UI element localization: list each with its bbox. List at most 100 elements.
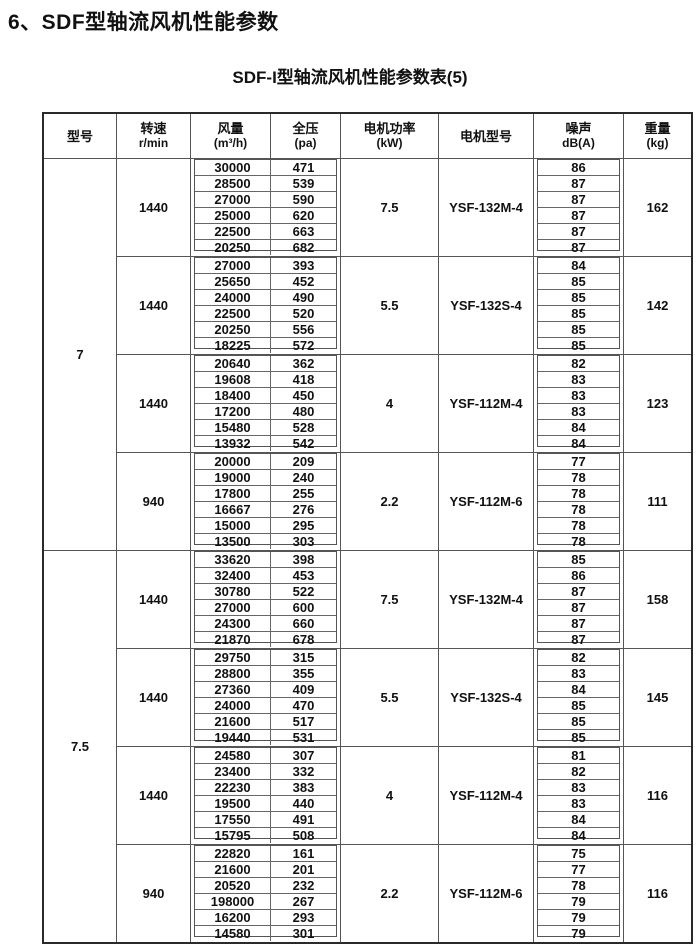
flow-cell: 25650 xyxy=(195,274,271,290)
motor-model-cell: YSF-112M-4 xyxy=(439,747,534,844)
rpm-cell: 1440 xyxy=(117,551,191,648)
noise-cell: 77 xyxy=(538,454,619,470)
noise-cell: 85 xyxy=(538,714,619,730)
noise-cell: 83 xyxy=(538,796,619,812)
block-row: 940 22820 161 21600 201 20520 232 198000 267 1620… xyxy=(117,845,691,942)
noise-cell: 84 xyxy=(538,682,619,698)
header-noise-unit: dB(A) xyxy=(562,136,595,150)
flow-cell: 17550 xyxy=(195,812,271,828)
flow-cell: 24300 xyxy=(195,616,271,632)
pressure-cell: 418 xyxy=(271,372,336,388)
noise-area: 82 83 84 85 85 85 xyxy=(534,649,624,746)
flow-cell: 21600 xyxy=(195,862,271,878)
power-cell: 5.5 xyxy=(341,649,439,746)
noise-cell: 85 xyxy=(538,552,619,568)
pressure-cell: 453 xyxy=(271,568,336,584)
motor-model-cell: YSF-132S-4 xyxy=(439,257,534,354)
model-group: 7 1440 30000 471 28500 539 27000 590 25000 620 225… xyxy=(44,159,691,551)
flow-pressure-subtable: 20000 209 19000 240 17800 255 16667 276 15000 295… xyxy=(194,453,337,549)
noise-cell: 86 xyxy=(538,160,619,176)
noise-cell: 82 xyxy=(538,650,619,666)
pressure-cell: 232 xyxy=(271,878,336,894)
noise-cell: 85 xyxy=(571,338,586,353)
flow-cell: 16200 xyxy=(195,910,271,926)
flow-cell: 13500 xyxy=(195,534,271,549)
header-pressure-unit: (pa) xyxy=(294,136,317,150)
weight-cell: 116 xyxy=(647,886,668,901)
flow-cell: 17200 xyxy=(195,404,271,420)
flow-cell: 27000 xyxy=(195,192,271,208)
noise-cell: 83 xyxy=(538,666,619,682)
noise-subtable: 85 86 87 87 87 87 xyxy=(537,551,620,647)
noise-subtable: 86 87 87 87 87 87 xyxy=(537,159,620,255)
noise-cell: 85 xyxy=(571,730,586,745)
flow-cell: 22820 xyxy=(195,846,271,862)
flow-cell: 18225 xyxy=(195,338,271,353)
noise-subtable: 77 78 78 78 78 78 xyxy=(537,453,620,549)
noise-cell: 84 xyxy=(538,812,619,828)
rpm-cell: 1440 xyxy=(117,355,191,452)
flow-cell: 27000 xyxy=(195,600,271,616)
header-power: 电机功率 (kW) xyxy=(341,114,439,158)
noise-cell: 78 xyxy=(538,486,619,502)
flow-cell: 24000 xyxy=(195,290,271,306)
flow-cell: 21870 xyxy=(195,632,271,647)
noise-cell: 86 xyxy=(538,568,619,584)
power-cell: 7.5 xyxy=(341,551,439,648)
noise-cell: 87 xyxy=(538,176,619,192)
table-body: 7 1440 30000 471 28500 539 27000 590 25000 620 225… xyxy=(44,159,691,942)
noise-cell: 82 xyxy=(538,356,619,372)
noise-cell: 78 xyxy=(538,878,619,894)
noise-cell: 83 xyxy=(538,780,619,796)
pressure-cell: 517 xyxy=(271,714,336,730)
flow-cell: 32400 xyxy=(195,568,271,584)
weight-cell: 123 xyxy=(646,396,669,411)
header-pressure: 全压 (pa) xyxy=(271,114,341,158)
pressure-cell: 556 xyxy=(271,322,336,338)
flow-cell: 13932 xyxy=(195,436,271,451)
pressure-cell: 295 xyxy=(271,518,336,534)
noise-cell: 87 xyxy=(571,240,586,255)
noise-cell: 83 xyxy=(538,372,619,388)
pressure-cell: 620 xyxy=(271,208,336,224)
noise-cell: 83 xyxy=(538,404,619,420)
model-cell: 7.5 xyxy=(44,551,117,942)
flow-cell: 15795 xyxy=(195,828,271,843)
pressure-cell: 355 xyxy=(271,666,336,682)
flow-pressure-subtable: 20640 362 19608 418 18400 450 17200 480 15480 528… xyxy=(194,355,337,451)
weight-cell: 145 xyxy=(646,690,669,705)
noise-subtable: 82 83 83 83 84 84 xyxy=(537,355,620,451)
pressure-cell: 600 xyxy=(271,600,336,616)
pressure-cell: 470 xyxy=(271,698,336,714)
pressure-cell: 393 xyxy=(271,258,336,274)
table-title: SDF-I型轴流风机性能参数表(5) xyxy=(232,68,468,87)
noise-cell: 84 xyxy=(538,258,619,274)
flow-pressure-area: 24580 307 23400 332 22230 383 19500 440 17550 491… xyxy=(191,747,341,844)
header-flow: 风量 (m³/h) xyxy=(191,114,271,158)
pressure-cell: 440 xyxy=(271,796,336,812)
pressure-cell: 471 xyxy=(271,160,336,176)
flow-cell: 18400 xyxy=(195,388,271,404)
block-row: 1440 20640 362 19608 418 18400 450 17200 480 1548… xyxy=(117,355,691,453)
model-group: 7.5 1440 33620 398 32400 453 30780 522 27000 600 2… xyxy=(44,551,691,942)
header-flow-unit: (m³/h) xyxy=(213,136,248,150)
performance-table: 型号 转速 r/min 风量 (m³/h) 全压 (pa) 电机功率 (kW) … xyxy=(42,112,693,944)
noise-subtable: 82 83 84 85 85 85 xyxy=(537,649,620,745)
flow-pressure-area: 27000 393 25650 452 24000 490 22500 520 20250 556… xyxy=(191,257,341,354)
pressure-cell: 240 xyxy=(271,470,336,486)
model-group-blocks: 1440 33620 398 32400 453 30780 522 27000 600 2430… xyxy=(117,551,691,942)
pressure-cell: 332 xyxy=(271,764,336,780)
noise-cell: 87 xyxy=(571,632,586,647)
noise-cell: 79 xyxy=(571,926,586,941)
block-row: 1440 24580 307 23400 332 22230 383 19500 440 1755… xyxy=(117,747,691,845)
header-weight-label: 重量 xyxy=(644,121,671,136)
pressure-cell: 490 xyxy=(271,290,336,306)
pressure-cell: 542 xyxy=(292,436,315,451)
noise-cell: 85 xyxy=(538,274,619,290)
pressure-cell: 520 xyxy=(271,306,336,322)
flow-pressure-subtable: 24580 307 23400 332 22230 383 19500 440 17550 491… xyxy=(194,747,337,843)
header-flow-label: 风量 xyxy=(217,121,244,136)
pressure-cell: 398 xyxy=(271,552,336,568)
pressure-cell: 491 xyxy=(271,812,336,828)
flow-pressure-area: 20000 209 19000 240 17800 255 16667 276 15000 295… xyxy=(191,453,341,550)
